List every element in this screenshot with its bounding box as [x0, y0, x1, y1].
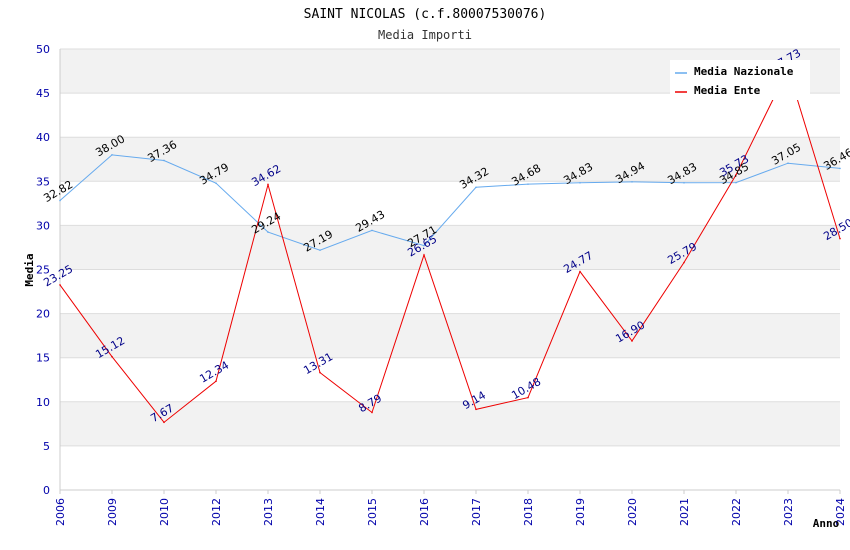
y-tick-label: 30 [36, 219, 50, 232]
y-tick-label: 5 [43, 440, 50, 453]
x-tick-label: 2009 [106, 498, 119, 526]
legend-label-media-ente: Media Ente [694, 84, 761, 97]
x-tick-label: 2013 [262, 498, 275, 526]
x-tick-label: 2024 [834, 498, 847, 526]
data-point [111, 355, 113, 358]
data-point [423, 244, 425, 247]
data-point [735, 181, 737, 184]
y-tick-label: 25 [36, 264, 50, 277]
legend: Media Nazionale Media Ente [670, 60, 810, 100]
x-tick-label: 2019 [574, 498, 587, 526]
x-tick-label: 2022 [730, 498, 743, 526]
data-point [839, 237, 841, 240]
data-point [319, 249, 321, 251]
x-tick-label: 2017 [470, 498, 483, 526]
plot-band [60, 225, 840, 270]
data-point [475, 186, 477, 189]
data-point [163, 159, 165, 162]
x-tick-label: 2015 [366, 498, 379, 526]
x-tick-label: 2016 [418, 498, 431, 526]
y-tick-label: 20 [36, 308, 50, 321]
plot-band [60, 313, 840, 358]
plot-band [60, 181, 840, 226]
data-point [527, 183, 529, 185]
series-line-media-ente [59, 67, 841, 424]
x-tick-label: 2006 [54, 498, 67, 526]
data-point [267, 183, 269, 186]
data-point [111, 154, 113, 156]
data-point [59, 199, 61, 202]
plot-band [60, 137, 840, 182]
y-tick-label: 15 [36, 352, 50, 365]
data-point [839, 167, 841, 170]
data-point [475, 408, 477, 411]
data-point [527, 396, 529, 399]
data-point [215, 182, 217, 184]
chart-title: SAINT NICOLAS (c.f.80007530076) [304, 7, 547, 22]
y-tick-label: 0 [43, 484, 50, 497]
x-tick-label: 2023 [782, 498, 795, 526]
series-line-media-nazionale [59, 154, 841, 251]
chart-subtitle: Media Importi [378, 28, 472, 42]
data-point [215, 380, 217, 382]
data-point [59, 284, 61, 286]
x-tick-label: 2021 [678, 498, 691, 526]
data-point [423, 254, 425, 256]
plot-band [60, 445, 840, 490]
data-point [631, 340, 633, 342]
data-point [319, 371, 321, 374]
y-tick-label: 40 [36, 131, 50, 144]
data-point [579, 181, 581, 184]
x-tick-label: 2012 [210, 498, 223, 526]
plot-band [60, 357, 840, 402]
series-group [59, 67, 841, 424]
data-point [631, 181, 633, 183]
data-point [683, 181, 685, 184]
axes: 0 5 10 15 20 25 30 35 40 45 50 2006 2009 2010 2012 2013… [36, 43, 847, 526]
x-tick-label: 2018 [522, 498, 535, 526]
data-point [267, 231, 269, 233]
data-point [683, 261, 685, 264]
data-point [371, 229, 373, 232]
data-point [163, 421, 165, 424]
plot-background [60, 49, 840, 490]
y-axis-label: Media [23, 253, 36, 286]
y-tick-label: 10 [36, 396, 50, 409]
x-tick-label: 2014 [314, 498, 327, 526]
legend-label-media-nazionale: Media Nazionale [694, 65, 794, 78]
data-point [735, 174, 737, 176]
x-tick-label: 2010 [158, 498, 171, 526]
x-axis-label: Anno [813, 517, 840, 530]
plot-band [60, 93, 840, 138]
legend-box [670, 60, 810, 100]
x-tick-label: 2020 [626, 498, 639, 526]
y-tick-label: 50 [36, 43, 50, 56]
data-point [579, 270, 581, 273]
plot-band [60, 269, 840, 314]
y-tick-label: 35 [36, 175, 50, 188]
y-tick-label: 45 [36, 87, 50, 100]
plot-band [60, 401, 840, 446]
data-point [371, 411, 373, 414]
data-point [787, 162, 789, 165]
